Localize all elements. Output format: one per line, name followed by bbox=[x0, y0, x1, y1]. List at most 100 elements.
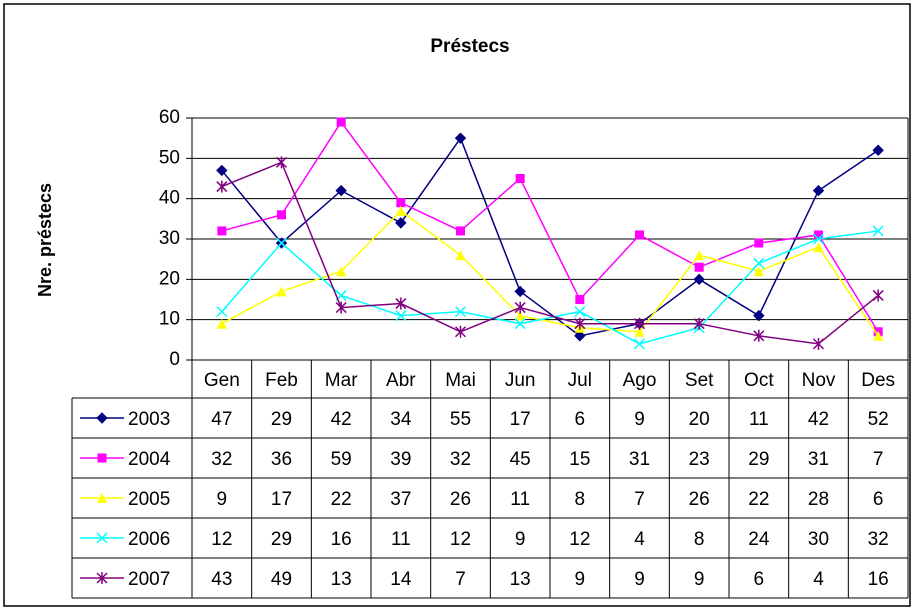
marker bbox=[514, 318, 526, 330]
table-value: 9 bbox=[217, 489, 228, 510]
table-value: 29 bbox=[748, 449, 769, 470]
marker bbox=[873, 330, 884, 341]
table-value: 11 bbox=[749, 409, 769, 430]
marker bbox=[574, 306, 586, 318]
marker bbox=[693, 273, 705, 286]
x-tick-label: Abr bbox=[386, 370, 416, 391]
table-value: 16 bbox=[868, 569, 889, 590]
table-value: 12 bbox=[211, 529, 232, 550]
table-value: 36 bbox=[271, 449, 292, 470]
table-value: 17 bbox=[271, 489, 292, 510]
table-value: 26 bbox=[450, 489, 471, 510]
x-tick-label: Des bbox=[861, 370, 895, 391]
table-value: 4 bbox=[634, 529, 645, 550]
table-value: 9 bbox=[575, 569, 586, 590]
marker bbox=[395, 297, 407, 310]
series-line bbox=[221, 161, 879, 345]
marker bbox=[336, 117, 346, 127]
marker bbox=[275, 237, 288, 249]
marker bbox=[754, 238, 764, 248]
table-value: 52 bbox=[868, 409, 889, 430]
table-value: 12 bbox=[569, 529, 590, 550]
marker bbox=[216, 164, 228, 177]
marker bbox=[812, 184, 825, 197]
table-value: 37 bbox=[390, 489, 411, 510]
marker bbox=[276, 286, 287, 297]
marker bbox=[694, 262, 704, 272]
marker bbox=[872, 144, 884, 156]
marker bbox=[454, 306, 467, 318]
legend-label: 2007 bbox=[128, 569, 170, 590]
marker bbox=[217, 226, 227, 236]
y-tick-label: 50 bbox=[159, 147, 180, 168]
table-value: 15 bbox=[569, 449, 590, 470]
marker bbox=[456, 226, 465, 236]
x-tick-label: Set bbox=[685, 370, 714, 391]
legend-label: 2003 bbox=[128, 409, 170, 430]
marker bbox=[753, 257, 765, 269]
table-value: 59 bbox=[331, 449, 352, 470]
table-value: 24 bbox=[748, 529, 770, 550]
legend-label: 2004 bbox=[128, 449, 171, 470]
marker bbox=[335, 184, 347, 197]
table-value: 32 bbox=[211, 449, 232, 470]
marker bbox=[753, 266, 764, 277]
table-value: 9 bbox=[515, 529, 526, 550]
table-value: 29 bbox=[271, 409, 292, 430]
table-value: 49 bbox=[271, 569, 292, 590]
series-line bbox=[221, 209, 879, 337]
marker bbox=[633, 338, 646, 350]
table-value: 31 bbox=[629, 449, 650, 470]
table-value: 16 bbox=[331, 529, 352, 550]
legend-label: 2006 bbox=[128, 529, 170, 550]
x-tick-label: Nov bbox=[802, 370, 836, 391]
table-value: 13 bbox=[510, 569, 531, 590]
x-tick-label: Jun bbox=[505, 370, 536, 391]
x-tick-label: Feb bbox=[265, 370, 298, 391]
table-value: 29 bbox=[271, 529, 292, 550]
marker bbox=[575, 295, 585, 304]
series-line bbox=[221, 136, 879, 337]
table-value: 6 bbox=[575, 409, 586, 430]
table-value: 32 bbox=[450, 449, 471, 470]
table-value: 26 bbox=[689, 489, 710, 510]
marker bbox=[515, 174, 525, 183]
marker bbox=[753, 309, 765, 322]
y-tick-label: 30 bbox=[159, 228, 180, 249]
marker bbox=[514, 285, 526, 298]
marker bbox=[396, 198, 406, 208]
legend-marker bbox=[97, 453, 107, 463]
x-tick-label: Jul bbox=[568, 370, 592, 391]
marker bbox=[574, 330, 586, 342]
table-value: 43 bbox=[211, 569, 232, 590]
x-tick-label: Oct bbox=[744, 370, 774, 391]
x-tick-label: Gen bbox=[204, 370, 240, 391]
series-line bbox=[221, 120, 879, 333]
marker bbox=[813, 242, 824, 253]
y-tick-label: 0 bbox=[169, 349, 180, 370]
marker bbox=[872, 225, 884, 237]
marker bbox=[216, 180, 228, 193]
table-value: 20 bbox=[689, 409, 710, 430]
table-value: 42 bbox=[331, 409, 352, 430]
table-value: 22 bbox=[331, 489, 352, 510]
table-value: 31 bbox=[808, 449, 829, 470]
marker bbox=[812, 233, 825, 245]
legend-marker bbox=[96, 532, 108, 544]
table-value: 7 bbox=[634, 489, 645, 510]
x-tick-label: Ago bbox=[623, 370, 657, 391]
table-value: 6 bbox=[873, 489, 884, 510]
table-value: 9 bbox=[634, 569, 645, 590]
marker bbox=[514, 301, 526, 314]
table-value: 47 bbox=[211, 409, 232, 430]
legend-label: 2005 bbox=[128, 489, 170, 510]
table-value: 39 bbox=[390, 449, 411, 470]
marker bbox=[635, 230, 644, 240]
table-value: 7 bbox=[873, 449, 884, 470]
legend-marker bbox=[96, 572, 108, 584]
table-value: 8 bbox=[694, 529, 705, 550]
marker bbox=[454, 325, 467, 338]
marker bbox=[455, 250, 466, 261]
